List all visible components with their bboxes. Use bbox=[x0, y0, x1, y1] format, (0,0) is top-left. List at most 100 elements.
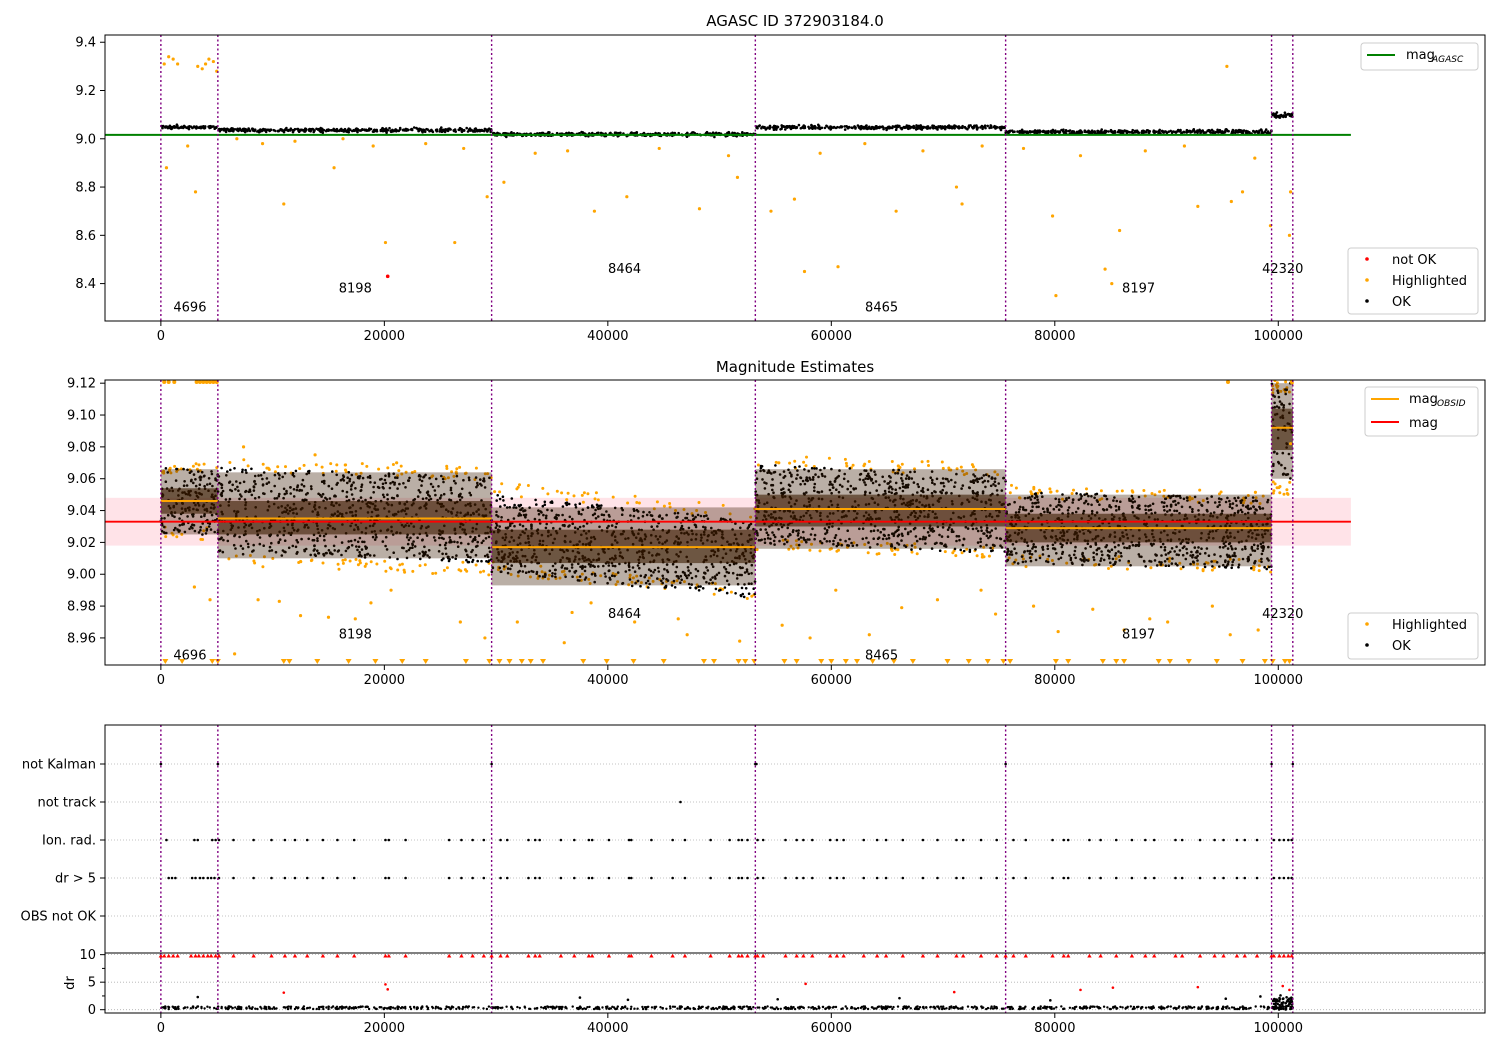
mag-ok-point bbox=[377, 486, 381, 490]
mag-ok-point bbox=[364, 545, 367, 548]
agasc-ok-point bbox=[330, 129, 333, 132]
agasc-ok-point bbox=[819, 126, 822, 130]
agasc-ok-points-segment-4 bbox=[1004, 128, 1273, 136]
mag-ok-point bbox=[350, 544, 354, 547]
mag-ok-point bbox=[270, 549, 274, 552]
agasc-ok-point bbox=[817, 123, 820, 127]
mag-ok-point bbox=[388, 486, 392, 490]
mag-ok-point bbox=[345, 490, 349, 494]
mag-ok-point bbox=[268, 534, 272, 538]
mag-highlighted-point bbox=[721, 503, 725, 507]
mag-ok-point bbox=[295, 552, 299, 555]
mag-highlighted-point bbox=[265, 466, 269, 470]
agasc-highlighted-point bbox=[863, 142, 867, 146]
mag-highlighted-point bbox=[519, 495, 523, 499]
mag-highlighted-point bbox=[1048, 487, 1052, 491]
mag-highlighted-point bbox=[1149, 566, 1153, 570]
agasc-ok-point bbox=[713, 135, 716, 139]
agasc-ok-point bbox=[1174, 131, 1178, 134]
agasc-ok-point bbox=[420, 129, 424, 133]
agasc-ok-point bbox=[1058, 131, 1062, 134]
agasc-ok-point bbox=[915, 126, 919, 130]
agasc-ok-point bbox=[308, 127, 312, 131]
mag-ok-point bbox=[228, 497, 232, 501]
mag-ok-point bbox=[427, 549, 431, 552]
mag-ok-point bbox=[550, 500, 554, 503]
agasc-obsid-label-4696: 4696 bbox=[173, 301, 206, 316]
mag-highlighted-point bbox=[586, 492, 590, 496]
agasc-ok-point bbox=[1107, 130, 1110, 133]
mag-ok-point bbox=[423, 545, 426, 549]
mag-highlighted-point bbox=[863, 462, 867, 466]
mag-highlighted-point bbox=[1150, 492, 1154, 495]
mag-highlighted-point bbox=[445, 464, 449, 468]
mag-ok-point bbox=[407, 548, 411, 552]
mag-ok-point bbox=[741, 592, 745, 596]
mag-ok-point bbox=[238, 497, 241, 501]
mag-highlighted-point bbox=[442, 568, 446, 572]
mag-highlighted-point bbox=[596, 498, 600, 502]
mag-ok-point bbox=[163, 525, 166, 529]
mag-ok-point bbox=[320, 495, 323, 498]
mag-highlighted-point bbox=[446, 476, 450, 480]
mag-ok-point bbox=[261, 477, 264, 481]
agasc-ok-point bbox=[780, 127, 783, 130]
mag-ok-point bbox=[236, 485, 239, 489]
agasc-ok-point bbox=[1160, 129, 1164, 133]
mag-ok-point bbox=[386, 493, 389, 497]
agasc-ok-point bbox=[264, 128, 267, 132]
mag-ok-point bbox=[185, 484, 189, 487]
agasc-ok-point bbox=[642, 131, 646, 135]
mag-ok-point bbox=[373, 554, 376, 557]
mag-ok-point bbox=[258, 536, 262, 539]
mag-ok-point bbox=[200, 515, 203, 518]
mag-highlighted-point bbox=[360, 462, 364, 466]
mag-ok-point bbox=[345, 495, 349, 499]
mag-highlighted-point bbox=[818, 549, 822, 553]
mag-ok-point bbox=[968, 548, 972, 552]
mag-highlighted-point bbox=[626, 501, 630, 505]
agasc-ok-point bbox=[1152, 130, 1155, 134]
agasc-ok-point bbox=[919, 124, 922, 128]
legend-highlighted-swatch bbox=[1365, 278, 1369, 282]
mag-ok-point bbox=[959, 548, 962, 552]
agasc-obsid-label-8464: 8464 bbox=[608, 262, 641, 277]
mag-highlighted-point bbox=[356, 563, 360, 567]
agasc-ok-point bbox=[986, 124, 989, 128]
mag-ok-point bbox=[178, 517, 181, 520]
mag-ok-point bbox=[501, 495, 505, 499]
mag-highlighted-point bbox=[474, 563, 478, 567]
mag-segment-0 bbox=[159, 462, 219, 541]
agasc-ok-point bbox=[1182, 130, 1186, 134]
mag-highlighted-point bbox=[284, 465, 287, 469]
mag-ok-point bbox=[474, 553, 478, 557]
agasc-highlighted-point bbox=[1196, 204, 1200, 208]
mag-ok-point bbox=[183, 530, 187, 534]
agasc-ok-point bbox=[1116, 130, 1120, 134]
mag-ok-point bbox=[425, 497, 428, 500]
mag-ok-point bbox=[314, 554, 318, 557]
mag-ok-point bbox=[160, 517, 163, 520]
mag-highlighted-point bbox=[971, 465, 975, 469]
mag-ok-point bbox=[431, 485, 435, 489]
agasc-ok-point bbox=[898, 124, 901, 128]
agasc-ok-point bbox=[173, 125, 177, 129]
agasc-ok-point bbox=[1169, 129, 1172, 133]
agasc-ok-point bbox=[214, 126, 217, 130]
agasc-ok-point bbox=[1136, 130, 1140, 134]
agasc-ok-point bbox=[826, 125, 829, 128]
mag-highlighted-point bbox=[1162, 488, 1166, 492]
mag-ok-point bbox=[438, 536, 441, 540]
agasc-ok-point bbox=[969, 124, 972, 127]
mag-highlighted-point bbox=[900, 462, 904, 466]
agasc-ok-point bbox=[252, 129, 255, 132]
agasc-ok-point bbox=[979, 126, 982, 129]
agasc-highlighted-point bbox=[769, 209, 773, 213]
mag-ok-point bbox=[171, 514, 174, 517]
mag-highlighted-point bbox=[954, 554, 958, 558]
mag-highlighted-point bbox=[234, 554, 238, 558]
mag-ok-point bbox=[226, 470, 229, 473]
agasc-ok-point bbox=[953, 124, 956, 127]
magnitude-estimates-title: Magnitude Estimates bbox=[716, 358, 874, 376]
agasc-ok-point bbox=[1234, 129, 1238, 133]
